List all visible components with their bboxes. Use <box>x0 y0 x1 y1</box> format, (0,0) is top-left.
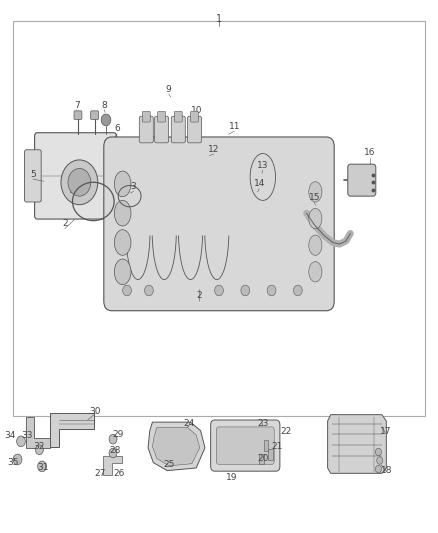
Text: 33: 33 <box>21 432 33 440</box>
Polygon shape <box>26 417 50 448</box>
Text: 31: 31 <box>37 464 49 472</box>
Ellipse shape <box>114 230 131 255</box>
Bar <box>264 440 268 451</box>
Text: 34: 34 <box>4 432 15 440</box>
FancyBboxPatch shape <box>171 116 185 143</box>
Text: 14: 14 <box>254 180 265 188</box>
Text: 19: 19 <box>226 473 238 481</box>
FancyBboxPatch shape <box>74 111 82 119</box>
Text: 10: 10 <box>191 106 202 115</box>
Bar <box>259 454 264 464</box>
FancyBboxPatch shape <box>155 116 169 143</box>
Text: 12: 12 <box>208 145 219 154</box>
Circle shape <box>375 448 381 456</box>
Circle shape <box>241 285 250 296</box>
Text: 3: 3 <box>131 182 137 191</box>
Text: 22: 22 <box>280 427 291 436</box>
Ellipse shape <box>114 259 131 285</box>
Circle shape <box>68 168 91 196</box>
FancyBboxPatch shape <box>211 420 280 471</box>
Circle shape <box>13 454 22 465</box>
Text: 13: 13 <box>257 161 268 169</box>
Text: 4: 4 <box>70 188 75 196</box>
Polygon shape <box>50 413 94 447</box>
Text: 16: 16 <box>364 149 376 157</box>
Ellipse shape <box>114 200 131 226</box>
Circle shape <box>109 448 117 458</box>
Text: 8: 8 <box>101 101 107 109</box>
Circle shape <box>267 285 276 296</box>
FancyBboxPatch shape <box>174 111 182 122</box>
Text: 2: 2 <box>62 220 67 228</box>
Circle shape <box>123 285 131 296</box>
Polygon shape <box>148 422 205 471</box>
FancyBboxPatch shape <box>187 116 201 143</box>
Circle shape <box>61 160 98 205</box>
Text: 24: 24 <box>184 419 195 428</box>
Text: 11: 11 <box>229 122 240 131</box>
Text: 1: 1 <box>216 14 222 23</box>
Text: 23: 23 <box>257 419 268 428</box>
FancyBboxPatch shape <box>348 164 376 196</box>
Text: 18: 18 <box>381 466 392 474</box>
Text: 27: 27 <box>94 469 106 478</box>
Circle shape <box>101 114 111 126</box>
Circle shape <box>109 434 117 444</box>
Ellipse shape <box>309 208 322 229</box>
Text: 32: 32 <box>34 442 45 451</box>
FancyBboxPatch shape <box>91 111 99 119</box>
FancyBboxPatch shape <box>191 111 198 122</box>
Circle shape <box>38 461 46 472</box>
FancyBboxPatch shape <box>142 111 150 122</box>
Circle shape <box>215 285 223 296</box>
Circle shape <box>293 285 302 296</box>
FancyBboxPatch shape <box>25 150 41 202</box>
Text: 35: 35 <box>7 458 19 467</box>
Bar <box>268 449 273 460</box>
Text: 20: 20 <box>257 454 268 463</box>
Ellipse shape <box>309 262 322 282</box>
Text: 17: 17 <box>380 427 391 436</box>
FancyBboxPatch shape <box>104 137 334 311</box>
Circle shape <box>145 285 153 296</box>
Text: 2: 2 <box>197 292 202 300</box>
Circle shape <box>377 457 383 464</box>
Bar <box>13 21 425 416</box>
Polygon shape <box>152 427 200 466</box>
Polygon shape <box>103 456 122 475</box>
Text: 28: 28 <box>109 446 120 455</box>
Text: 25: 25 <box>163 461 174 469</box>
FancyBboxPatch shape <box>216 427 274 464</box>
Text: 30: 30 <box>90 407 101 416</box>
Text: 21: 21 <box>271 442 283 451</box>
Polygon shape <box>328 415 386 473</box>
Ellipse shape <box>309 235 322 255</box>
Text: 26: 26 <box>113 469 125 478</box>
FancyBboxPatch shape <box>139 116 153 143</box>
Ellipse shape <box>114 171 131 197</box>
Text: 29: 29 <box>113 430 124 439</box>
Text: 7: 7 <box>74 101 80 109</box>
Circle shape <box>35 445 43 455</box>
FancyBboxPatch shape <box>158 111 166 122</box>
Text: 5: 5 <box>30 170 36 179</box>
Circle shape <box>375 465 381 473</box>
FancyBboxPatch shape <box>35 133 117 219</box>
Ellipse shape <box>309 182 322 202</box>
Text: 6: 6 <box>114 125 120 133</box>
Circle shape <box>17 436 25 447</box>
Text: 9: 9 <box>166 85 172 93</box>
Text: 15: 15 <box>309 193 320 201</box>
